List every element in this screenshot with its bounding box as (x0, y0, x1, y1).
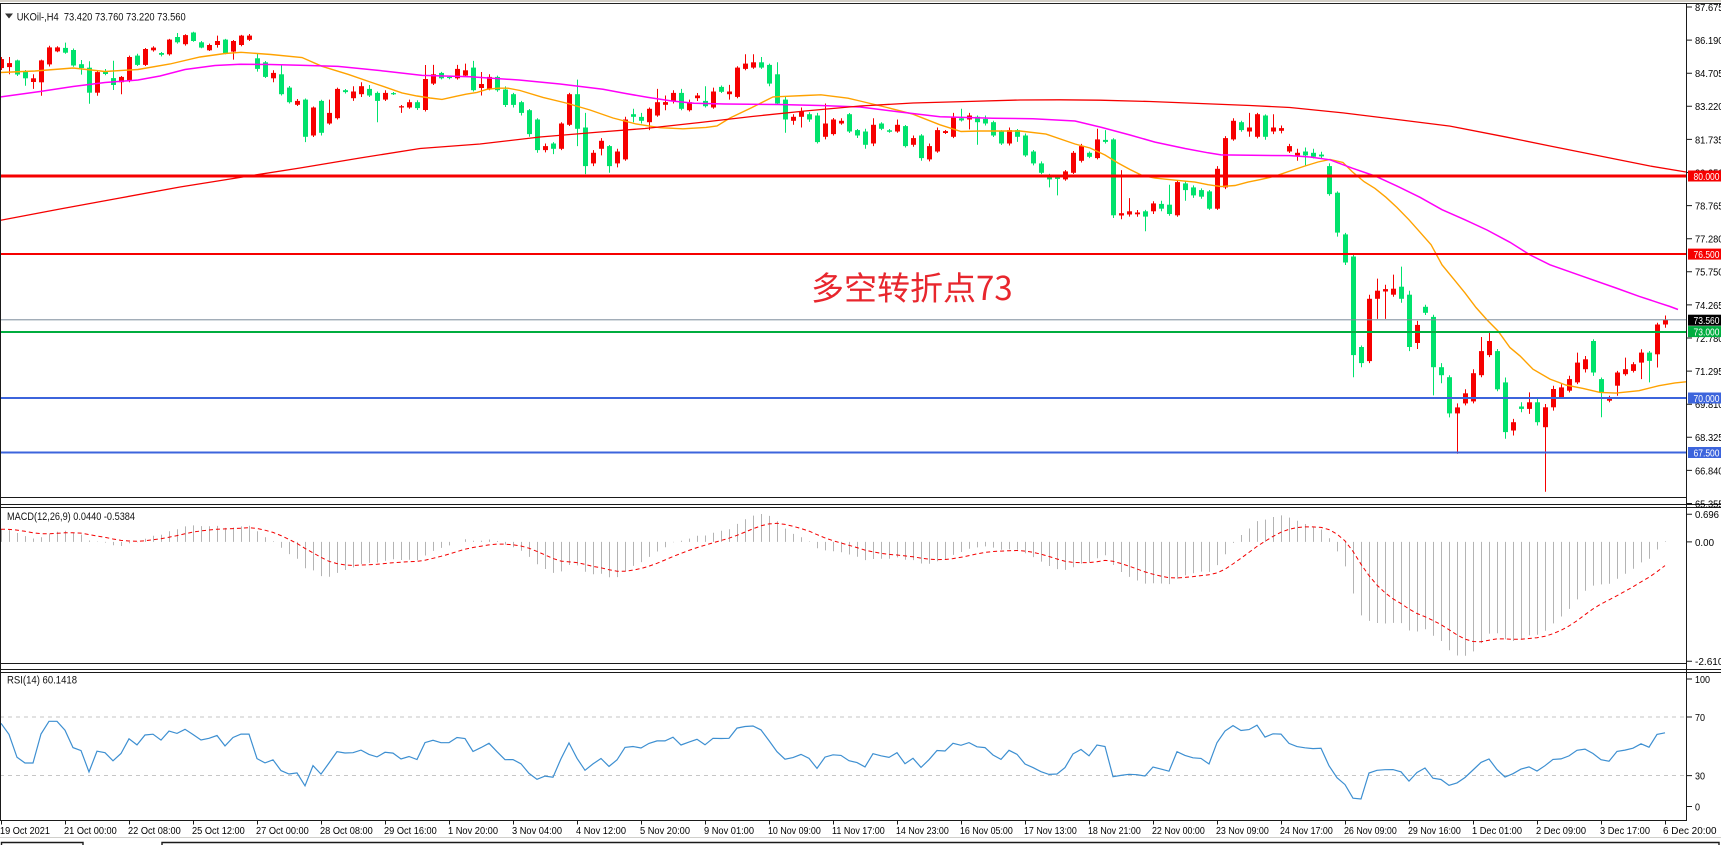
svg-text:4 Nov 12:00: 4 Nov 12:00 (576, 825, 626, 837)
svg-text:68.325: 68.325 (1695, 432, 1721, 444)
svg-text:76.500: 76.500 (1694, 249, 1720, 261)
svg-text:66.840: 66.840 (1695, 465, 1721, 477)
svg-text:16 Nov 05:00: 16 Nov 05:00 (960, 825, 1013, 837)
svg-text:74.265: 74.265 (1695, 300, 1721, 312)
svg-text:75.750: 75.750 (1695, 267, 1721, 279)
svg-text:26 Nov 09:00: 26 Nov 09:00 (1344, 825, 1397, 837)
svg-text:71.295: 71.295 (1695, 366, 1721, 378)
svg-text:73.560: 73.560 (1694, 315, 1720, 327)
svg-text:6 Dec 20:00: 6 Dec 20:00 (1663, 825, 1717, 837)
svg-text:3 Dec 17:00: 3 Dec 17:00 (1600, 825, 1650, 837)
svg-text:70.000: 70.000 (1694, 393, 1720, 405)
svg-text:77.280: 77.280 (1695, 234, 1721, 246)
svg-text:0.696: 0.696 (1695, 509, 1719, 521)
svg-text:70: 70 (1695, 712, 1705, 724)
svg-text:22 Oct 08:00: 22 Oct 08:00 (128, 825, 181, 837)
svg-text:80.000: 80.000 (1694, 171, 1720, 183)
svg-text:RSI(14) 60.1418: RSI(14) 60.1418 (7, 674, 77, 686)
svg-text:23 Nov 09:00: 23 Nov 09:00 (1216, 825, 1269, 837)
svg-text:81.735: 81.735 (1695, 134, 1721, 146)
svg-text:-2.6102: -2.6102 (1695, 656, 1721, 668)
svg-text:14 Nov 23:00: 14 Nov 23:00 (896, 825, 949, 837)
svg-text:22 Nov 00:00: 22 Nov 00:00 (1152, 825, 1205, 837)
svg-text:67.500: 67.500 (1694, 447, 1720, 459)
svg-text:2 Dec 09:00: 2 Dec 09:00 (1536, 825, 1586, 837)
svg-text:1 Nov 20:00: 1 Nov 20:00 (448, 825, 498, 837)
svg-text:0: 0 (1695, 801, 1700, 813)
svg-text:24 Nov 17:00: 24 Nov 17:00 (1280, 825, 1333, 837)
svg-text:84.705: 84.705 (1695, 68, 1721, 80)
svg-text:MACD(12,26,9) 0.0440 -0.5384: MACD(12,26,9) 0.0440 -0.5384 (7, 511, 135, 523)
svg-text:65.355: 65.355 (1695, 498, 1721, 510)
svg-text:25 Oct 12:00: 25 Oct 12:00 (192, 825, 245, 837)
svg-text:17 Nov 13:00: 17 Nov 13:00 (1024, 825, 1077, 837)
svg-text:100: 100 (1695, 674, 1710, 686)
svg-text:27 Oct 00:00: 27 Oct 00:00 (256, 825, 309, 837)
svg-text:UKOil-,H4 73.420 73.760 73.22: UKOil-,H4 73.420 73.760 73.220 73.560 (17, 12, 186, 24)
svg-text:28 Oct 08:00: 28 Oct 08:00 (320, 825, 373, 837)
svg-text:83.220: 83.220 (1695, 101, 1721, 113)
svg-text:18 Nov 21:00: 18 Nov 21:00 (1088, 825, 1141, 837)
svg-text:30: 30 (1695, 771, 1705, 783)
svg-text:5 Nov 20:00: 5 Nov 20:00 (640, 825, 690, 837)
svg-text:19 Oct 2021: 19 Oct 2021 (0, 825, 50, 837)
svg-text:21 Oct 00:00: 21 Oct 00:00 (64, 825, 117, 837)
svg-text:73.000: 73.000 (1694, 327, 1720, 339)
svg-text:3 Nov 04:00: 3 Nov 04:00 (512, 825, 562, 837)
svg-text:29 Oct 16:00: 29 Oct 16:00 (384, 825, 437, 837)
svg-text:1 Dec 01:00: 1 Dec 01:00 (1472, 825, 1522, 837)
svg-text:87.675: 87.675 (1695, 2, 1721, 14)
svg-text:78.765: 78.765 (1695, 201, 1721, 213)
svg-text:29 Nov 16:00: 29 Nov 16:00 (1408, 825, 1461, 837)
svg-text:9 Nov 01:00: 9 Nov 01:00 (704, 825, 754, 837)
svg-text:86.190: 86.190 (1695, 35, 1721, 47)
svg-text:0.00: 0.00 (1695, 537, 1714, 549)
svg-text:10 Nov 09:00: 10 Nov 09:00 (768, 825, 821, 837)
svg-text:11 Nov 17:00: 11 Nov 17:00 (832, 825, 885, 837)
